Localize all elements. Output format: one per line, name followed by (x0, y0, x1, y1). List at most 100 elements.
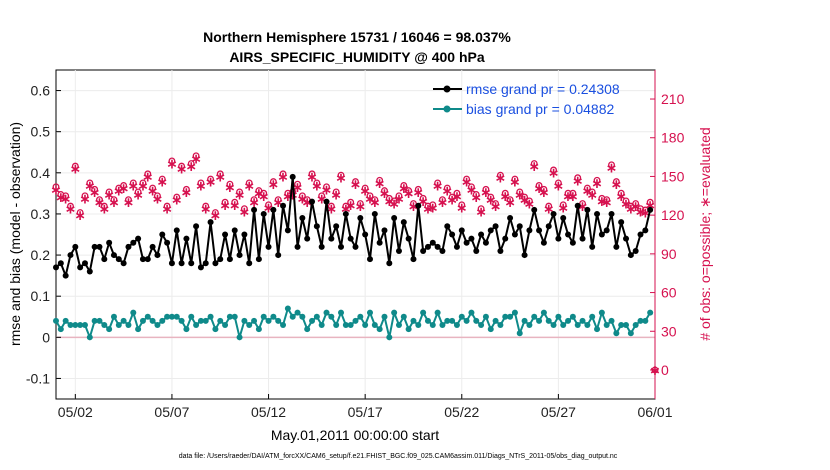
rmse-point (347, 235, 354, 242)
rmse-point (376, 239, 383, 246)
obs-possible-point (496, 171, 504, 179)
obs-layer: ∗∗∗∗∗∗∗∗∗∗∗∗∗∗∗∗∗∗∗∗∗∗∗∗∗∗∗∗∗∗∗∗∗∗∗∗∗∗∗∗… (50, 151, 661, 379)
obs-evaluated-point: ∗ (98, 202, 110, 218)
obs-possible-point (617, 189, 625, 197)
obs-evaluated-point: ∗ (446, 193, 458, 209)
rmse-point (598, 231, 605, 238)
obs-evaluated-point: ∗ (499, 189, 511, 205)
obs-evaluated-point: ∗ (528, 159, 540, 175)
obs-evaluated-point: ∗ (113, 184, 125, 200)
data-file-footer: data file: /Users/raeder/DAI/ATM_forcXX/… (179, 453, 618, 460)
bias-point (381, 313, 388, 320)
rmse-point (560, 215, 567, 222)
obs-evaluated-point: ∗ (553, 178, 565, 194)
legend-bias-marker (443, 105, 451, 113)
rmse-point (497, 247, 504, 254)
obs-evaluated-point: ∗ (268, 177, 280, 193)
y2-tick-label: 60 (661, 285, 677, 301)
obs-possible-point (153, 192, 161, 200)
rmse-point (458, 227, 465, 234)
bias-point (478, 321, 485, 328)
obs-possible-point (443, 184, 451, 192)
rmse-point (521, 252, 528, 259)
bias-point (309, 317, 316, 324)
rmse-point (342, 210, 349, 217)
obs-evaluated-point: ∗ (301, 195, 313, 211)
bias-point (420, 309, 427, 316)
bias-point (473, 317, 480, 324)
obs-possible-point (530, 160, 538, 167)
obs-evaluated-point: ∗ (606, 160, 618, 176)
rmse-point (381, 227, 388, 234)
obs-possible-point (211, 209, 219, 217)
rmse-point (135, 235, 142, 242)
obs-evaluated-point: ∗ (176, 162, 188, 178)
obs-possible-point (525, 197, 533, 205)
legend: rmse grand pr = 0.24308 bias grand pr = … (433, 81, 620, 117)
rmse-point (207, 219, 214, 226)
obs-possible-point (583, 184, 591, 192)
obs-evaluated-point: ∗ (156, 175, 168, 191)
bias-point (453, 321, 460, 328)
bias-point (72, 321, 79, 328)
rmse-point (637, 231, 644, 238)
rmse-point (531, 206, 538, 213)
rmse-point (173, 227, 180, 234)
rmse-point (453, 243, 460, 250)
bias-point (231, 313, 238, 320)
obs-evaluated-point: ∗ (89, 185, 101, 201)
obs-evaluated-point: ∗ (142, 169, 154, 185)
rmse-point (594, 210, 601, 217)
y2-tick-label: 30 (661, 323, 677, 339)
rmse-point (439, 247, 446, 254)
rmse-line (55, 175, 652, 277)
rmse-point (270, 206, 277, 213)
bias-point (173, 313, 180, 320)
obs-evaluated-point: ∗ (195, 178, 207, 194)
obs-evaluated-point: ∗ (625, 202, 637, 218)
legend-rmse-label: rmse grand pr = 0.24308 (466, 81, 620, 97)
rmse-point (540, 239, 547, 246)
obs-evaluated-point: ∗ (466, 182, 478, 198)
rmse-point (275, 252, 282, 259)
obs-possible-point (414, 185, 422, 193)
bias-point (579, 317, 586, 324)
obs-possible-point (371, 196, 379, 204)
rmse-point (463, 239, 470, 246)
obs-possible-point (173, 193, 181, 201)
obs-evaluated-point: ∗ (330, 188, 342, 204)
obs-evaluated-point: ∗ (538, 185, 550, 201)
obs-possible-point (86, 179, 94, 187)
obs-possible-point (81, 192, 89, 200)
obs-evaluated-point: ∗ (615, 189, 627, 205)
obs-evaluated-point: ∗ (577, 199, 589, 215)
obs-possible-point (608, 161, 615, 169)
rmse-point (193, 223, 200, 230)
obs-evaluated-point: ∗ (350, 177, 362, 193)
obs-possible-point (260, 189, 268, 197)
obs-possible-point (376, 176, 384, 184)
bias-point (424, 317, 431, 324)
obs-possible-point (540, 185, 548, 193)
bias-point (536, 317, 543, 324)
bias-point (212, 326, 219, 333)
bias-point (106, 326, 113, 333)
y-tick-label: 0.1 (31, 288, 51, 304)
obs-evaluated-point: ∗ (620, 197, 632, 213)
obs-possible-point (197, 179, 205, 187)
rmse-point (149, 243, 156, 250)
obs-evaluated-point: ∗ (461, 175, 473, 191)
obs-evaluated-point: ∗ (610, 177, 622, 193)
obs-possible-point (390, 197, 398, 205)
obs-possible-point (192, 152, 200, 160)
bias-point (603, 321, 610, 328)
obs-possible-point (381, 187, 388, 195)
bias-point (270, 313, 277, 320)
bias-point (458, 313, 465, 320)
obs-evaluated-point: ∗ (229, 198, 241, 214)
bias-point (589, 313, 596, 320)
obs-evaluated-point: ∗ (84, 178, 96, 194)
bias-point (584, 321, 591, 328)
obs-evaluated-point: ∗ (311, 178, 323, 194)
bias-point (410, 317, 417, 324)
